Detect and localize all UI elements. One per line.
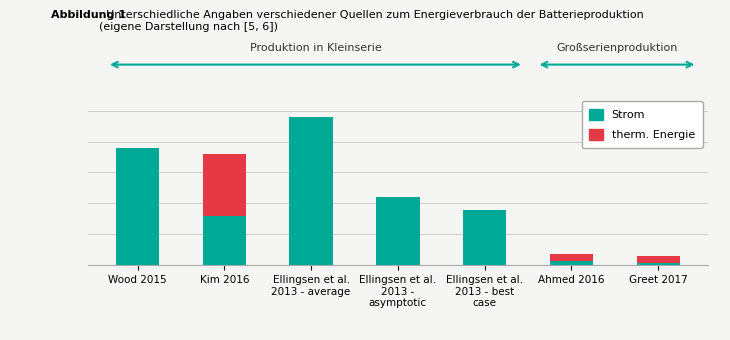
Bar (376, 197, 420, 265)
Bar (116, 148, 159, 265)
Bar (463, 209, 507, 265)
Bar (637, 256, 680, 263)
Bar (637, 263, 680, 265)
Bar (203, 216, 246, 265)
Bar (289, 117, 333, 265)
Bar (203, 154, 246, 216)
Text: Abbildung 1: Abbildung 1 (51, 10, 126, 20)
Text: Produktion in Kleinserie: Produktion in Kleinserie (250, 43, 381, 53)
Bar (550, 254, 593, 260)
Legend: Strom, therm. Energie: Strom, therm. Energie (582, 101, 702, 148)
Bar (550, 260, 593, 265)
Text: : Unterschiedliche Angaben verschiedener Quellen zum Energieverbrauch der Batter: : Unterschiedliche Angaben verschiedener… (99, 10, 643, 32)
Text: Großserienproduktion: Großserienproduktion (556, 43, 677, 53)
